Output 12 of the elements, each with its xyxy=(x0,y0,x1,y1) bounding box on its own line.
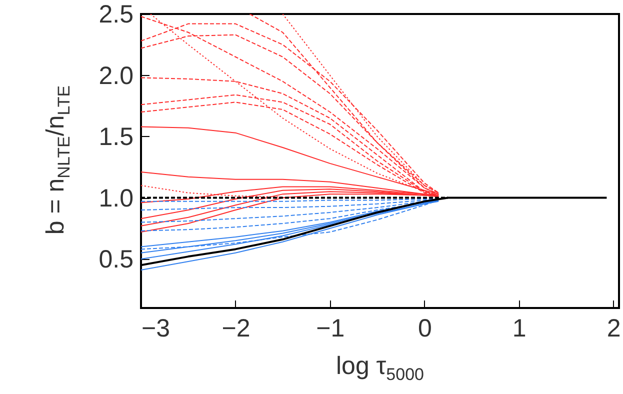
y-tick-label: 2.5 xyxy=(98,0,134,28)
x-tick-label: −2 xyxy=(222,314,250,342)
x-tick-label: 1 xyxy=(512,314,526,342)
y-tick-label: 1.0 xyxy=(98,184,134,212)
x-tick-label: −1 xyxy=(316,314,345,342)
y-tick-label: 2.0 xyxy=(98,62,134,90)
x-tick-label: 0 xyxy=(418,314,432,342)
x-tick-label: −3 xyxy=(142,314,170,342)
y-tick-label: 0.5 xyxy=(98,246,134,274)
x-axis-title: log τ$_{5000}$ xyxy=(336,352,424,385)
x-tick-label: 2 xyxy=(606,314,621,342)
y-tick-label: 1.5 xyxy=(98,123,134,151)
